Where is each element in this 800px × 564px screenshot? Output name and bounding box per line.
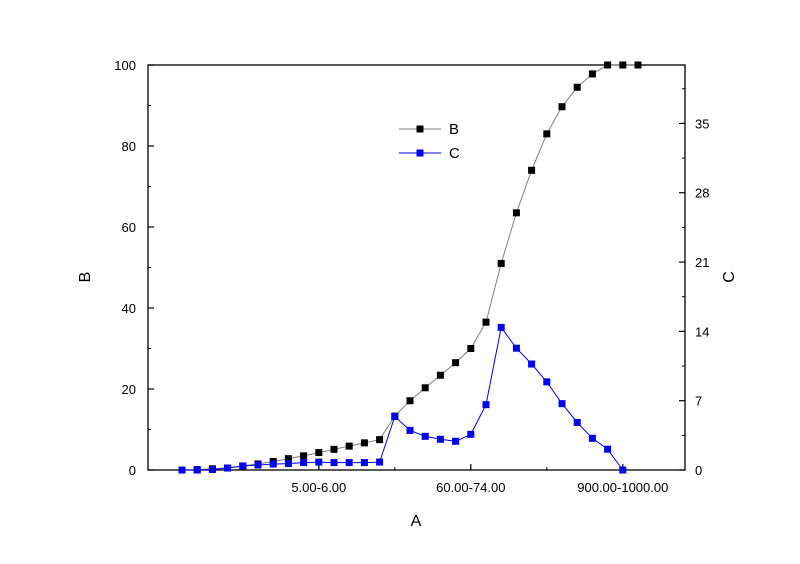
x-tick-label: 900.00-1000.00 xyxy=(577,480,668,495)
x-axis: 5.00-6.00 60.00-74.00 900.00-1000.00 xyxy=(242,464,668,495)
data-point xyxy=(315,449,323,457)
left-y-tick-label: 0 xyxy=(129,463,136,478)
data-point xyxy=(269,460,277,468)
series-group xyxy=(178,61,642,474)
data-point xyxy=(543,378,551,386)
data-point xyxy=(467,430,475,438)
x-tick-label: 5.00-6.00 xyxy=(291,480,346,495)
right-y-axis-title: C xyxy=(721,271,738,283)
data-point xyxy=(588,70,596,78)
data-point xyxy=(436,371,444,379)
left-y-tick-label: 20 xyxy=(122,382,136,397)
data-point xyxy=(360,439,368,447)
data-point xyxy=(284,460,292,468)
data-point xyxy=(512,344,520,352)
legend-label: B xyxy=(449,121,459,138)
x-tick-label: 60.00-74.00 xyxy=(436,480,505,495)
data-point xyxy=(558,103,566,111)
data-point xyxy=(330,445,338,453)
series-line xyxy=(182,326,624,471)
data-point xyxy=(406,426,414,434)
series-line xyxy=(181,64,638,471)
data-point xyxy=(376,458,384,466)
data-point xyxy=(193,466,201,474)
data-point xyxy=(239,462,247,470)
series-B xyxy=(178,61,642,474)
x-axis-title: A xyxy=(411,513,422,530)
data-point xyxy=(300,452,308,460)
data-point xyxy=(208,466,216,474)
data-point xyxy=(436,435,444,443)
legend-marker xyxy=(416,149,424,157)
right-y-tick-label: 21 xyxy=(695,255,709,270)
legend-item-C: C xyxy=(399,145,460,162)
legend: BC xyxy=(399,121,460,162)
data-point xyxy=(421,384,429,392)
data-point xyxy=(619,466,627,474)
data-point xyxy=(345,442,353,450)
data-point xyxy=(604,445,612,453)
data-point xyxy=(452,437,460,445)
data-point xyxy=(497,259,505,267)
data-point xyxy=(467,345,475,352)
right-y-tick-label: 7 xyxy=(695,394,702,409)
data-point xyxy=(345,459,353,467)
legend-label: C xyxy=(449,145,460,162)
data-point xyxy=(604,61,612,69)
right-y-axis: 0 7 14 21 28 35 xyxy=(679,88,709,478)
right-y-tick-label: 0 xyxy=(695,463,702,478)
left-y-tick-label: 40 xyxy=(122,301,136,316)
data-point xyxy=(619,61,627,69)
data-point xyxy=(391,413,399,421)
data-point xyxy=(528,360,536,368)
data-point xyxy=(421,432,429,440)
data-point xyxy=(588,434,596,442)
data-point xyxy=(558,400,566,408)
data-point xyxy=(178,466,186,474)
data-point xyxy=(528,166,536,174)
data-point xyxy=(452,359,460,367)
data-point xyxy=(315,458,323,466)
right-y-tick-label: 28 xyxy=(695,186,709,201)
legend-item-B: B xyxy=(399,121,459,138)
legend-marker xyxy=(416,125,424,133)
right-y-tick-label: 35 xyxy=(695,116,709,131)
data-point xyxy=(482,318,490,326)
data-point xyxy=(573,418,581,426)
data-point xyxy=(376,436,384,444)
data-point xyxy=(254,461,262,469)
series-C xyxy=(178,323,627,474)
data-point xyxy=(284,455,292,463)
data-point xyxy=(497,323,505,331)
left-y-axis: 0 20 40 60 80 100 xyxy=(114,58,154,478)
data-point xyxy=(512,209,520,217)
right-y-tick-label: 14 xyxy=(695,324,709,339)
data-point xyxy=(360,459,368,467)
data-point xyxy=(634,61,642,69)
data-point xyxy=(406,397,414,405)
data-point xyxy=(330,459,338,467)
left-y-tick-label: 100 xyxy=(114,58,136,73)
data-point xyxy=(573,83,581,91)
data-point xyxy=(543,130,551,138)
data-point xyxy=(224,464,232,472)
data-point xyxy=(482,401,490,409)
data-point xyxy=(300,459,308,467)
left-y-tick-label: 60 xyxy=(122,220,136,235)
left-y-axis-title: B xyxy=(77,272,94,283)
left-y-tick-label: 80 xyxy=(122,139,136,154)
